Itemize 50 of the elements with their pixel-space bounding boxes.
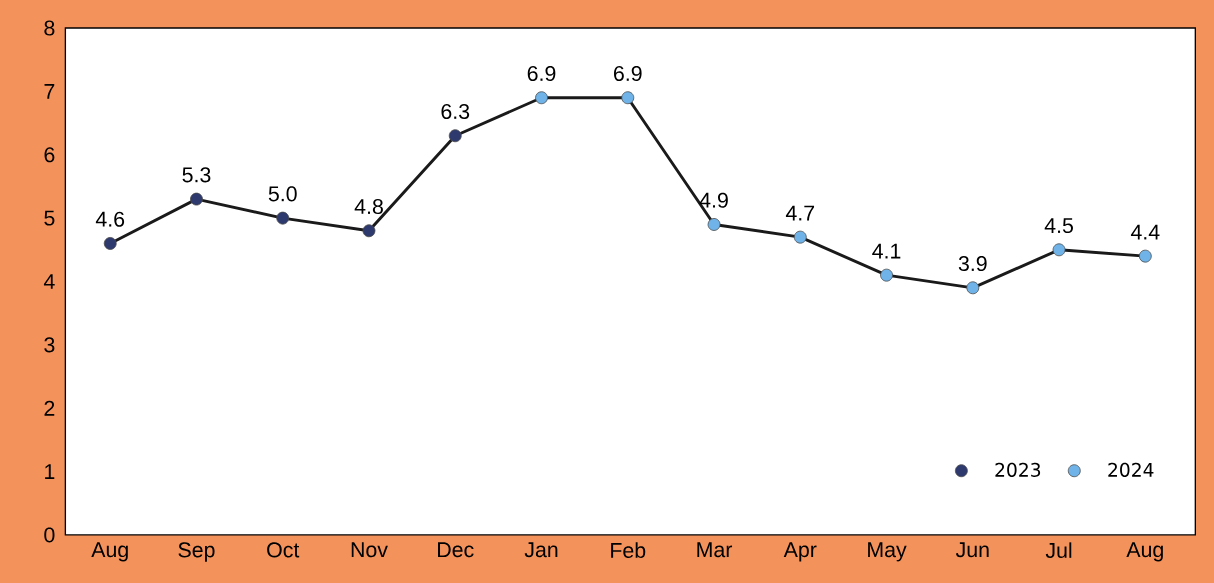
- y-tick-label: 6: [44, 147, 55, 163]
- y-tick-label: 0: [44, 527, 55, 543]
- data-label: 6.9: [527, 65, 556, 82]
- point: [276, 211, 290, 225]
- x-tick-label: Feb: [611, 542, 646, 559]
- data-label: 4.7: [785, 205, 815, 221]
- point: [535, 91, 548, 105]
- x-tick-label: Apr: [783, 542, 817, 562]
- data-label: 6.9: [614, 65, 642, 82]
- x-tick-label: Jan: [524, 542, 558, 558]
- data-label: 4.5: [1044, 218, 1073, 234]
- point: [793, 230, 807, 244]
- x-tick-label: May: [868, 542, 907, 562]
- data-label: 4.4: [1130, 224, 1160, 240]
- x-tick-label: Nov: [351, 542, 388, 558]
- data-label: 4.8: [354, 198, 383, 215]
- x-tick-label: Mar: [697, 542, 733, 558]
- x-tick-label: Aug: [91, 542, 128, 562]
- y-tick-label: 2: [44, 400, 55, 416]
- point: [707, 218, 721, 231]
- data-label: 4.1: [872, 243, 901, 259]
- point: [1138, 249, 1152, 263]
- data-label: 5.0: [268, 186, 297, 202]
- data-label: 6.3: [441, 103, 470, 120]
- data-label: 4.9: [699, 192, 728, 208]
- y-tick-label: 1: [45, 464, 55, 479]
- point: [621, 91, 635, 105]
- x-tick-label: Sep: [178, 542, 215, 562]
- x-tick-label: Jun: [955, 542, 989, 558]
- x-tick-label: Aug: [1126, 542, 1163, 562]
- data-label: 3.9: [958, 256, 987, 272]
- point: [448, 129, 462, 143]
- x-tick-label: Jul: [1045, 542, 1072, 559]
- point: [880, 268, 893, 282]
- y-tick-label: 7: [44, 84, 55, 99]
- point: [190, 192, 203, 206]
- y-tick-label: 5: [44, 210, 55, 226]
- legend-label: 2024: [1108, 462, 1154, 477]
- data-label: 5.3: [182, 167, 211, 183]
- point: [103, 237, 117, 250]
- y-tick-label: 3: [44, 337, 55, 353]
- point: [1052, 243, 1066, 257]
- point: [966, 281, 980, 295]
- data-label: 4.6: [95, 211, 125, 227]
- y-tick-label: 4: [43, 274, 55, 289]
- point: [362, 224, 376, 238]
- x-tick-label: Oct: [267, 542, 300, 558]
- x-tick-label: Dec: [438, 542, 474, 558]
- y-tick-label: 8: [44, 20, 55, 36]
- legend-label: 2023: [995, 462, 1041, 477]
